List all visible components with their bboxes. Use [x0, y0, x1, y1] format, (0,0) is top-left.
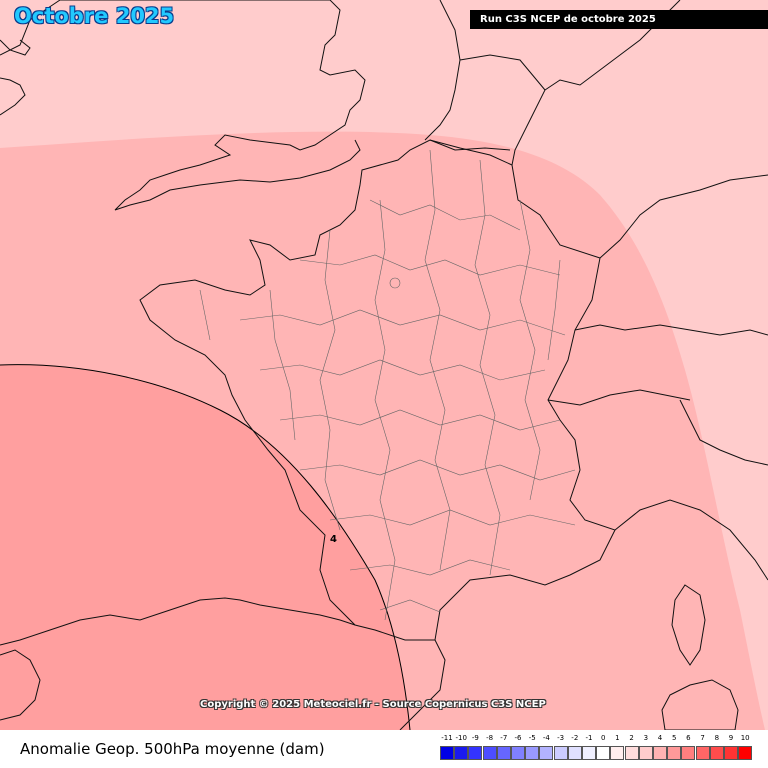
galicia-coast [0, 649, 41, 721]
department-boundaries [199, 149, 576, 621]
belgium-border [429, 139, 511, 151]
legend-swatch [511, 746, 525, 760]
swiss-border-north [574, 324, 768, 336]
legend-swatch [454, 746, 469, 760]
anomaly-map: 4 [0, 0, 768, 730]
legend-swatch [653, 746, 667, 760]
legend-swatch [567, 746, 582, 760]
legend-tick-label: -9 [471, 734, 479, 742]
legend-tick-label: 7 [700, 734, 705, 742]
spain-north-coast [0, 597, 356, 646]
legend-bar: Anomalie Geop. 500hPa moyenne (dam) -11-… [0, 730, 768, 768]
spain-east-coast [399, 639, 446, 730]
legend-swatch [610, 746, 625, 760]
contour-value-label: 4 [330, 534, 337, 545]
run-label: Run C3S NCEP de octobre 2025 [470, 10, 768, 29]
legend-tick-label: 5 [671, 734, 677, 742]
legend-tick-label: 6 [686, 734, 691, 742]
color-scale-legend: -11 -10 -9 -8 -7 -6 -5 -4 -3 -2 -1 0 1 2 3 4 5 6 7 8 9 10 [440, 734, 753, 766]
legend-swatch [525, 746, 540, 760]
france-outline [139, 139, 616, 641]
legend-swatch [440, 746, 454, 760]
legend-swatch [496, 746, 511, 760]
legend-tick-label: -7 [500, 734, 508, 742]
legend-tick-label: -1 [585, 734, 593, 742]
legend-swatch [539, 746, 554, 760]
legend-swatch [709, 746, 724, 760]
legend-tick-label: -11 [441, 734, 453, 742]
legend-tick-label: -2 [571, 734, 579, 742]
legend-tick-label: 0 [600, 734, 606, 742]
great-britain-coast [0, 0, 366, 211]
wales-coast [0, 77, 26, 116]
legend-tick-label: 1 [615, 734, 620, 742]
legend-tick-label: 3 [643, 734, 649, 742]
legend-swatch [681, 746, 696, 760]
legend-swatch [482, 746, 497, 760]
legend-tick-label: 4 [657, 734, 663, 742]
legend-tick-label: -4 [542, 734, 550, 742]
legend-tick-label: 10 [740, 734, 750, 742]
legend-swatch [738, 746, 753, 760]
sardinia-coast [661, 679, 739, 730]
copyright-text: Copyright © 2025 Meteociel.fr - Source C… [200, 699, 546, 710]
variable-caption: Anomalie Geop. 500hPa moyenne (dam) [20, 740, 325, 758]
legend-swatch [695, 746, 710, 760]
germany-border [599, 174, 768, 259]
legend-tick-label: 9 [728, 734, 734, 742]
corsica-coast [671, 584, 706, 666]
contour-line-4 [0, 364, 411, 730]
legend-swatch [667, 746, 682, 760]
legend-tick-label: 2 [629, 734, 634, 742]
legend-swatch [596, 746, 611, 760]
legend-tick-label: -5 [528, 734, 536, 742]
map-title: Octobre 2025 [14, 4, 175, 28]
legend-swatch [724, 746, 738, 760]
legend-tick-label: -10 [455, 734, 467, 742]
italy-coast-ligurian [614, 499, 768, 581]
band-anomaly-4-5 [0, 364, 410, 730]
legend-swatch [638, 746, 653, 760]
legend-swatch [553, 746, 568, 760]
legend-tick-label: 8 [714, 734, 720, 742]
legend-tick-label: -3 [557, 734, 565, 742]
ireland-coast [0, 39, 31, 56]
swiss-border-south [547, 389, 691, 406]
legend-swatch [624, 746, 639, 760]
legend-swatch [468, 746, 483, 760]
legend-swatch [582, 746, 596, 760]
legend-tick-label: -6 [514, 734, 522, 742]
legend-tick-label: -8 [486, 734, 494, 742]
italy-border [679, 399, 768, 466]
